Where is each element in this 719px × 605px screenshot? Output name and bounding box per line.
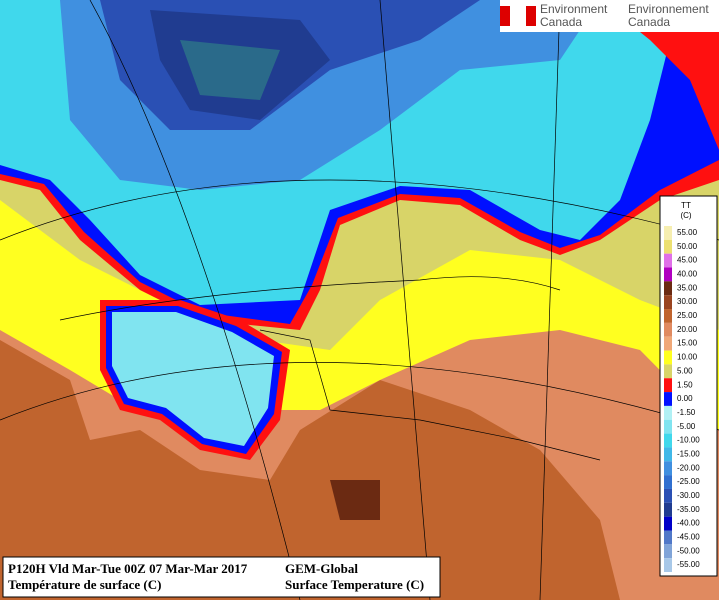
legend-label: 5.00 [677, 366, 693, 375]
legend-label: 35.00 [677, 283, 698, 292]
caption-model: GEM-Global [285, 561, 358, 576]
legend-label: -55.00 [677, 560, 700, 569]
legend-label: 55.00 [677, 228, 698, 237]
legend-label: 30.00 [677, 297, 698, 306]
logo-text: Environment [540, 2, 608, 16]
legend-swatch [664, 281, 672, 296]
legend-swatch [664, 336, 672, 351]
caption-title-fr: Température de surface (C) [8, 577, 161, 592]
legend-label: 45.00 [677, 256, 698, 265]
legend-label: 25.00 [677, 311, 698, 320]
legend-label: 40.00 [677, 270, 698, 279]
legend-unit: (C) [680, 211, 691, 220]
legend-label: 50.00 [677, 242, 698, 251]
legend-swatch [664, 322, 672, 337]
logo-flag-center [510, 6, 526, 26]
legend-label: -25.00 [677, 477, 700, 486]
logo-text: Canada [628, 15, 670, 29]
legend-label: -1.50 [677, 408, 696, 417]
legend-title: TT [681, 201, 691, 210]
legend-label: -35.00 [677, 505, 700, 514]
caption-box [2, 556, 441, 598]
legend-label: 15.00 [677, 339, 698, 348]
legend-swatch [664, 516, 672, 531]
legend-label: 10.00 [677, 353, 698, 362]
legend-swatch [664, 309, 672, 323]
legend-swatch [664, 295, 672, 310]
legend-swatch [664, 502, 672, 517]
legend-label: -10.00 [677, 436, 700, 445]
legend-swatch [664, 239, 672, 254]
legend-label: -45.00 [677, 533, 700, 542]
legend-label: -50.00 [677, 546, 700, 555]
legend-swatch [664, 447, 672, 462]
legend-swatch [664, 530, 672, 545]
logo-text: Environnement [628, 2, 709, 16]
legend-items: 55.00 50.00 45.00 40.00 35.00 30.00 25.00 20.00… [664, 226, 700, 572]
legend-swatch [664, 544, 672, 559]
legend-swatch [664, 378, 672, 393]
legend-swatch [664, 558, 672, 572]
legend-swatch [664, 488, 672, 503]
legend-swatch [664, 267, 672, 282]
legend-label: 1.50 [677, 380, 693, 389]
legend-swatch [664, 253, 672, 268]
legend-label: 20.00 [677, 325, 698, 334]
legend-label: -15.00 [677, 449, 700, 458]
legend-swatch [664, 392, 672, 406]
legend-swatch [664, 364, 672, 379]
legend-swatch [664, 475, 672, 489]
legend-label: -40.00 [677, 519, 700, 528]
legend-swatch [664, 405, 672, 420]
legend-label: -30.00 [677, 491, 700, 500]
caption-title-en: Surface Temperature (C) [285, 577, 424, 592]
legend-label: -5.00 [677, 422, 696, 431]
logo-text: Canada [540, 15, 582, 29]
caption-run: P120H Vld Mar-Tue 00Z 07 Mar-Mar 2017 [8, 561, 248, 576]
legend-swatch [664, 433, 672, 448]
legend-swatch [664, 461, 672, 476]
legend-swatch [664, 226, 672, 240]
legend-label: 0.00 [677, 394, 693, 403]
legend-label: -20.00 [677, 463, 700, 472]
legend-swatch [664, 350, 672, 365]
legend-swatch [664, 419, 672, 434]
logo-box [500, 0, 719, 32]
